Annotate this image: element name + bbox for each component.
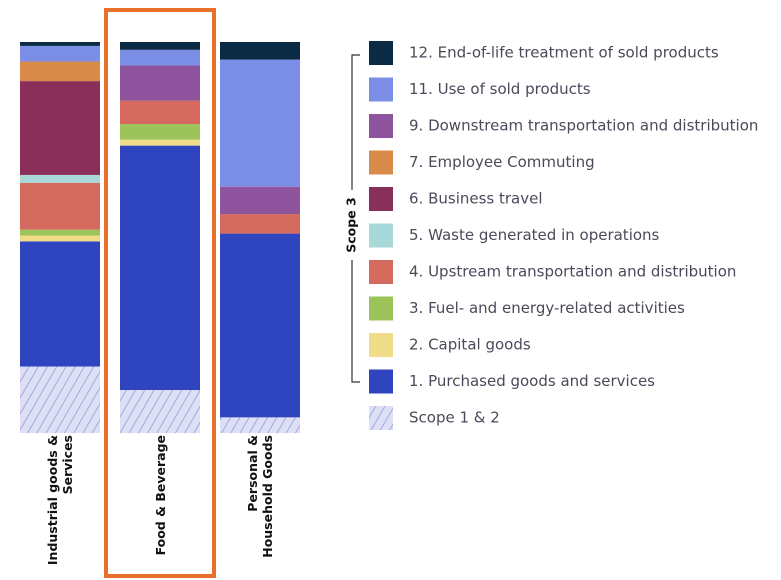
category-label: Industrial goods & Services [45, 435, 75, 566]
legend-swatch [369, 369, 393, 394]
bar-segment [220, 186, 300, 215]
bar-segment [120, 100, 200, 125]
bar-segment [20, 229, 100, 236]
bar-segment [20, 42, 100, 46]
bar-segment [220, 42, 300, 60]
legend-label: 11. Use of sold products [409, 80, 591, 98]
legend-label: Scope 1 & 2 [409, 409, 500, 427]
legend-label: 6. Business travel [409, 190, 543, 208]
bar-segment [120, 65, 200, 101]
legend-label: 1. Purchased goods and services [409, 372, 655, 390]
legend-swatch [369, 150, 393, 175]
bar-segment [220, 214, 300, 234]
legend-swatch [369, 260, 393, 284]
category-label: Personal & Household Goods [245, 435, 275, 558]
bar-segment [120, 42, 200, 50]
legend-swatch [369, 41, 393, 65]
legend-swatch [369, 406, 393, 430]
legend-label: 4. Upstream transportation and distribut… [409, 263, 736, 281]
bar-segment [220, 59, 300, 187]
bar-segment [120, 139, 200, 146]
legend-label: 7. Employee Commuting [409, 153, 595, 171]
scope-label: Scope 3 [344, 197, 359, 252]
bar-segment [20, 235, 100, 242]
bar-segment [120, 124, 200, 140]
bar-segment [20, 81, 100, 175]
bar-segment [20, 174, 100, 183]
bracket-gap [343, 190, 361, 260]
legend-label: 9. Downstream transportation and distrib… [409, 117, 758, 135]
bar-segment [20, 366, 100, 433]
highlight-box [104, 8, 216, 578]
legend-swatch [369, 187, 393, 211]
legend-swatch [369, 296, 393, 321]
bar-segment [120, 145, 200, 390]
legend-swatch [369, 223, 393, 248]
bar-segment [20, 61, 100, 82]
legend-swatch [369, 77, 393, 102]
legend-swatch [369, 333, 393, 357]
legend-label: 2. Capital goods [409, 336, 531, 354]
category-label: Food & Beverage [152, 435, 168, 556]
bar-segment [220, 233, 300, 418]
legend-swatch [369, 114, 393, 138]
legend-label: 3. Fuel- and energy-related activities [409, 299, 685, 317]
bar-segment [220, 417, 300, 433]
bar-segment [120, 49, 200, 66]
legend-label: 12. End-of-life treatment of sold produc… [409, 44, 719, 62]
bar-segment [20, 182, 100, 230]
bar-segment [120, 389, 200, 433]
legend-label: 5. Waste generated in operations [409, 226, 660, 244]
bar-segment [20, 241, 100, 367]
bar-segment [20, 45, 100, 62]
